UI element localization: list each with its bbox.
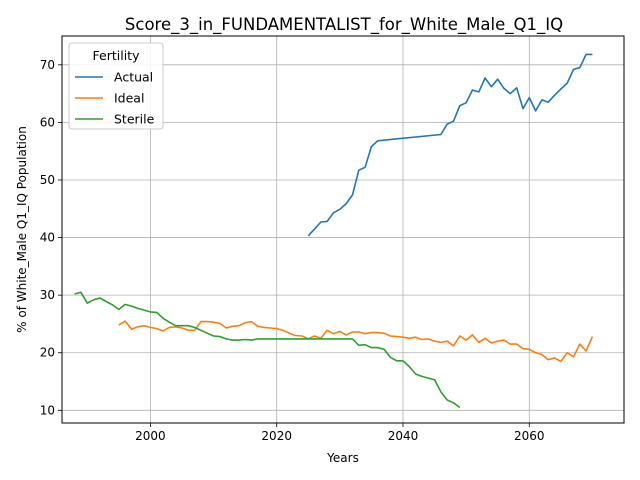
y-tick-label: 30: [40, 288, 55, 302]
y-tick-label: 60: [40, 115, 55, 129]
x-tick-label: 2040: [388, 429, 419, 443]
grid: [62, 36, 624, 423]
x-tick-label: 2060: [514, 429, 545, 443]
axes-frame: [61, 35, 625, 424]
legend-label-sterile: Sterile: [114, 112, 155, 127]
x-tick-label: 2000: [135, 429, 166, 443]
legend-label-actual: Actual: [114, 70, 153, 85]
x-axis-label: Years: [326, 451, 359, 465]
legend-items: Actual Ideal Sterile: [75, 70, 155, 127]
y-tick-label: 10: [40, 403, 55, 417]
legend-label-ideal: Ideal: [114, 91, 144, 106]
y-tick-label: 70: [40, 58, 55, 72]
chart-title: Score_3_in_FUNDAMENTALIST_for_White_Male…: [125, 15, 563, 35]
series-line-ideal: [118, 320, 594, 363]
y-tick-label: 50: [40, 173, 55, 187]
y-axis-ticks: 10 20 30 40 50 60 70: [40, 58, 62, 417]
y-axis-label: % of White_Male Q1_IQ Population: [15, 126, 29, 333]
legend-box: [68, 42, 164, 130]
series-line-actual: [307, 53, 593, 237]
series-line-sterile: [74, 291, 461, 409]
y-tick-label: 40: [40, 231, 55, 245]
plot-lines: [74, 53, 594, 409]
y-tick-label: 20: [40, 346, 55, 360]
x-axis-ticks: 2000 2020 2040 2060: [135, 423, 545, 443]
x-tick-label: 2020: [261, 429, 292, 443]
legend: Fertility Actual Ideal Sterile: [68, 42, 164, 130]
legend-title: Fertility: [93, 48, 141, 63]
